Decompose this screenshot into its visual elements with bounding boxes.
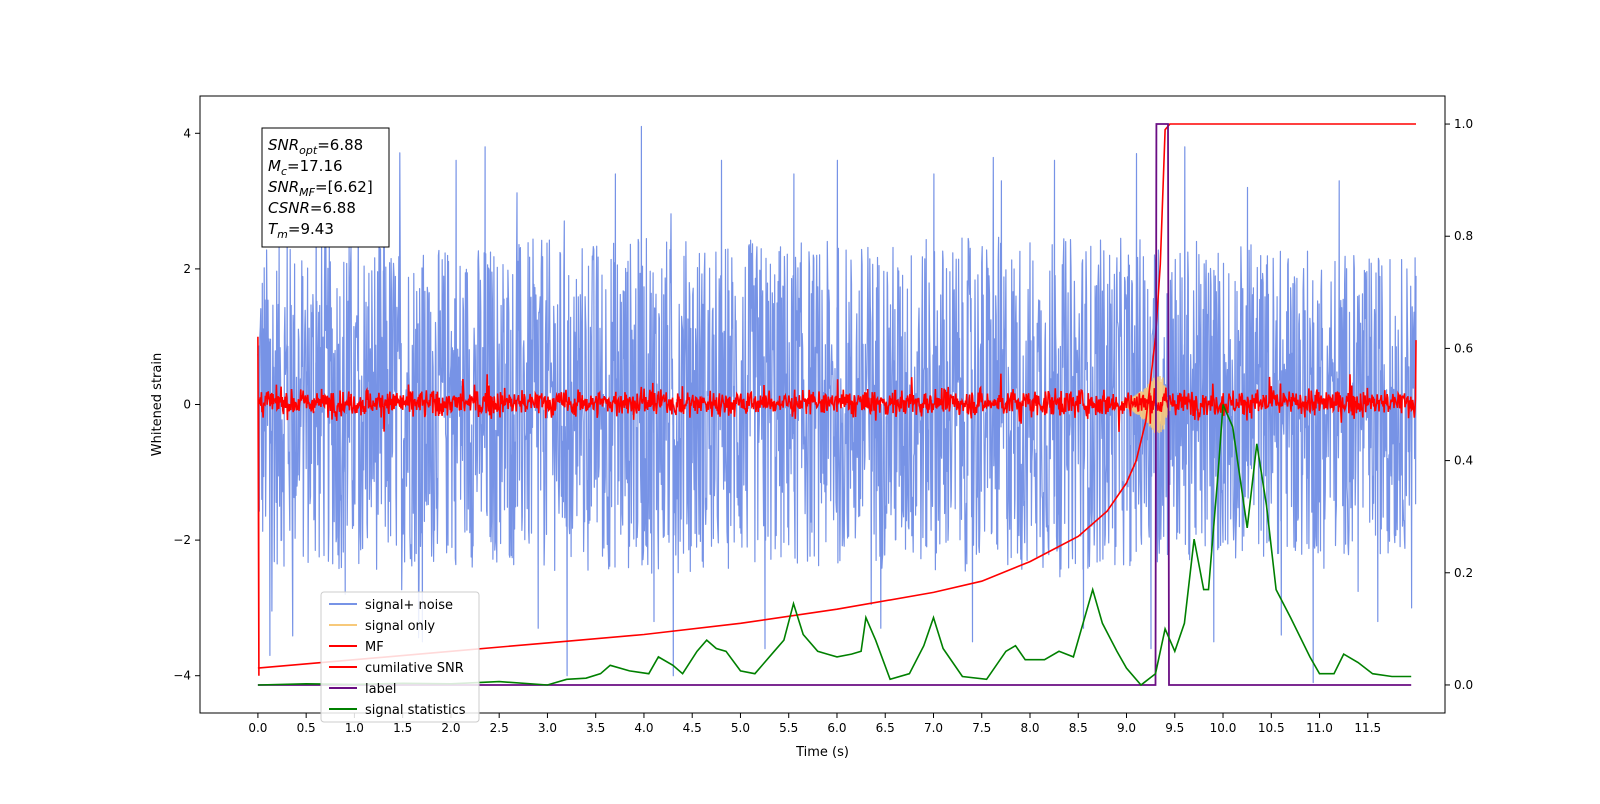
y2-tick-label: 0.2 [1454, 566, 1473, 580]
legend: signal+ noise signal only MF cumilative SNR… [320, 591, 480, 723]
x-tick-label: 10.0 [1210, 721, 1237, 735]
annotation-subscript: c [281, 165, 287, 178]
x-tick-label: 7.0 [924, 721, 943, 735]
x-tick-label: 6.5 [876, 721, 895, 735]
y2-tick-label: 0.0 [1454, 678, 1473, 692]
legend-label: signal+ noise [365, 598, 453, 613]
series-signal-statistics [257, 404, 1412, 687]
x-tick-label: 11.0 [1306, 721, 1333, 735]
annotation-subscript: m [277, 228, 288, 241]
x-tick-label: 3.0 [538, 721, 557, 735]
annotation-symbol: SNR [268, 178, 299, 196]
legend-label: label [365, 682, 396, 697]
axes-layer: 0.0 0.5 1.0 1.5 2.0 2.5 3.0 3.5 4.0 4.5 5.0 5.5 6.0 6… [150, 95, 1473, 760]
annotation-symbol: M [268, 157, 281, 175]
x-tick-label: 8.0 [1020, 721, 1039, 735]
annotation-value: =6.88 [310, 199, 356, 217]
x-tick-label: 2.5 [490, 721, 509, 735]
series-cumulative-snr [257, 123, 1416, 669]
series-signal-plus-noise [257, 125, 1417, 684]
y2-tick-label: 1.0 [1454, 117, 1473, 131]
y-tick-label: −2 [173, 533, 191, 547]
legend-label: cumilative SNR [365, 661, 464, 676]
series-layer [257, 123, 1417, 687]
annotation-value: =17.16 [287, 157, 343, 175]
annotation-value: =9.43 [288, 220, 334, 238]
x-tick-label: 11.5 [1354, 721, 1381, 735]
x-tick-label: 9.5 [1165, 721, 1184, 735]
annotation-line: Mc=17.16 [268, 157, 343, 178]
annotation-value: =[6.62] [315, 178, 373, 196]
x-tick-label: 2.0 [441, 721, 460, 735]
annotation-symbol: T [268, 220, 279, 238]
annotation-subscript: MF [299, 186, 315, 199]
y2-tick-label: 0.4 [1454, 454, 1473, 468]
x-tick-label: 6.0 [827, 721, 846, 735]
y2-tick-label: 0.6 [1454, 341, 1473, 355]
x-tick-label: 10.5 [1258, 721, 1285, 735]
y-tick-label: 4 [183, 126, 191, 140]
series-label [257, 123, 1412, 686]
legend-label: signal statistics [365, 703, 466, 718]
y-tick-label: 0 [183, 398, 191, 412]
legend-label: signal only [365, 619, 435, 634]
annotation-line: Tm=9.43 [268, 220, 334, 241]
annotation-line: SNRopt=6.88 [268, 136, 363, 157]
annotation-line: CSNR=6.88 [268, 199, 356, 217]
y2-tick-label: 0.8 [1454, 229, 1473, 243]
annotation-box: SNRopt=6.88Mc=17.16SNRMF=[6.62]CSNR=6.88… [261, 127, 390, 248]
x-tick-label: 5.0 [731, 721, 750, 735]
x-tick-label: 5.5 [779, 721, 798, 735]
annotation-subscript: opt [299, 144, 318, 157]
annotation-symbol: SNR [268, 136, 299, 154]
annotation-value: =6.88 [317, 136, 363, 154]
annotation-symbol: CSNR [268, 199, 310, 217]
legend-frame [320, 591, 480, 723]
x-tick-label: 4.0 [634, 721, 653, 735]
y-tick-label: 2 [183, 262, 191, 276]
x-tick-label: 3.5 [586, 721, 605, 735]
y-axis-title: Whitened strain [150, 353, 165, 456]
x-tick-label: 1.0 [345, 721, 364, 735]
legend-label: MF [365, 640, 384, 655]
x-tick-label: 7.5 [972, 721, 991, 735]
annotation-frame [261, 127, 390, 248]
y-tick-label: −4 [173, 669, 191, 683]
x-tick-label: 9.0 [1117, 721, 1136, 735]
x-tick-label: 4.5 [683, 721, 702, 735]
annotation-line: SNRMF=[6.62] [268, 178, 373, 199]
x-tick-label: 0.0 [248, 721, 267, 735]
x-axis-title: Time (s) [795, 745, 849, 760]
series-mf [257, 336, 1417, 676]
x-tick-label: 8.5 [1069, 721, 1088, 735]
x-tick-label: 1.5 [393, 721, 412, 735]
x-tick-label: 0.5 [297, 721, 316, 735]
